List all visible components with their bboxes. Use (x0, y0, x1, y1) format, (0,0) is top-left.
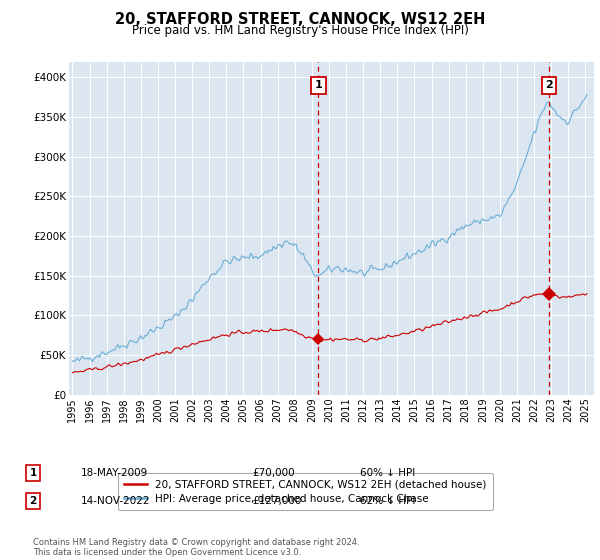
Text: £127,000: £127,000 (252, 496, 301, 506)
Text: 18-MAY-2009: 18-MAY-2009 (81, 468, 148, 478)
Legend: 20, STAFFORD STREET, CANNOCK, WS12 2EH (detached house), HPI: Average price, det: 20, STAFFORD STREET, CANNOCK, WS12 2EH (… (118, 473, 493, 510)
Text: 62% ↓ HPI: 62% ↓ HPI (360, 496, 415, 506)
Text: 20, STAFFORD STREET, CANNOCK, WS12 2EH: 20, STAFFORD STREET, CANNOCK, WS12 2EH (115, 12, 485, 27)
Text: 2: 2 (545, 81, 553, 90)
Text: 1: 1 (314, 81, 322, 90)
Text: 14-NOV-2022: 14-NOV-2022 (81, 496, 151, 506)
Text: 60% ↓ HPI: 60% ↓ HPI (360, 468, 415, 478)
Text: Price paid vs. HM Land Registry's House Price Index (HPI): Price paid vs. HM Land Registry's House … (131, 24, 469, 36)
Text: £70,000: £70,000 (252, 468, 295, 478)
Text: 1: 1 (29, 468, 37, 478)
Text: 2: 2 (29, 496, 37, 506)
Text: Contains HM Land Registry data © Crown copyright and database right 2024.
This d: Contains HM Land Registry data © Crown c… (33, 538, 359, 557)
